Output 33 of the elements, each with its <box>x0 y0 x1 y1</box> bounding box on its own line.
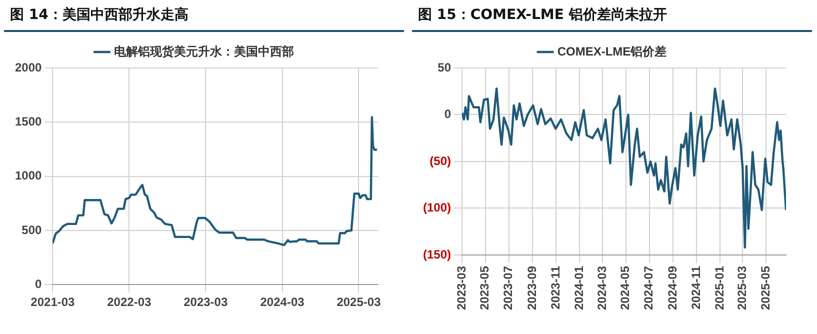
y-tick-label: 500 <box>22 222 42 237</box>
y-tick-label: (50) <box>430 154 452 168</box>
x-tick-label: 2024-01 <box>572 266 586 310</box>
x-tick-label: 2023-03 <box>454 266 468 310</box>
x-tick-label: 2024-07 <box>642 266 656 310</box>
legend-label: COMEX-LME铝价差 <box>557 44 667 58</box>
x-tick-label: 2021-03 <box>30 295 76 310</box>
x-tick-label: 2024-05 <box>618 266 632 310</box>
x-tick-label: 2025-05 <box>758 266 772 310</box>
x-tick-label: 2024-11 <box>688 266 703 310</box>
x-tick-label: 2025-03 <box>336 295 382 310</box>
y-tick-label: 0 <box>35 276 42 291</box>
x-tick-label: 2024-09 <box>665 266 680 310</box>
x-tick-label: 2023-05 <box>478 266 492 310</box>
x-tick-label: 2024-03 <box>260 295 305 310</box>
x-tick-label: 2023-11 <box>548 266 562 310</box>
y-tick-label: (100) <box>423 200 452 215</box>
y-tick-label: 50 <box>438 60 452 74</box>
x-tick-label: 2025-03 <box>734 266 749 310</box>
x-tick-label: 2023-07 <box>501 266 516 310</box>
x-tick-label: 2023-03 <box>184 295 228 310</box>
y-tick-label: 1500 <box>14 114 42 128</box>
legend-label: 电解铝现货美元升水：美国中西部 <box>114 44 294 58</box>
chart-title: 图 15：COMEX-LME 铝价差尚未拉开 <box>412 0 812 32</box>
y-tick-label: (150) <box>423 247 452 262</box>
x-tick-label: 2022-03 <box>107 295 152 310</box>
chart-title: 图 14：美国中西部升水走高 <box>4 0 404 32</box>
x-tick-label: 2024-03 <box>594 266 609 310</box>
x-tick-label: 2025-01 <box>712 266 726 310</box>
x-tick-label: 2023-09 <box>524 266 539 310</box>
y-tick-label: 1000 <box>14 168 42 183</box>
y-tick-label: 0 <box>444 107 452 122</box>
y-tick-label: 2000 <box>14 60 42 74</box>
